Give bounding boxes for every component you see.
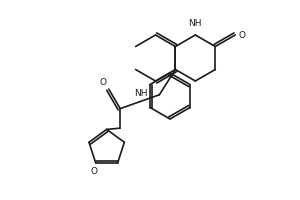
Text: NH: NH [134, 89, 148, 98]
Text: O: O [239, 30, 246, 40]
Text: O: O [100, 78, 107, 87]
Text: O: O [90, 167, 97, 176]
Text: NH: NH [189, 19, 202, 28]
